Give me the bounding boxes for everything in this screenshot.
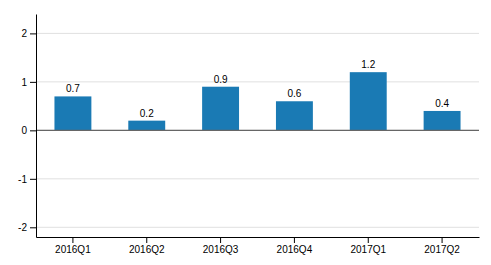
x-tick-mark <box>72 237 73 243</box>
y-tick-label: 1 <box>21 77 27 88</box>
bar <box>276 101 313 130</box>
y-tick-mark <box>30 82 36 83</box>
bar <box>424 111 461 130</box>
y-tick-label: 0 <box>21 125 27 136</box>
x-tick: 2017Q1 <box>350 237 386 255</box>
x-tick-mark <box>442 237 443 243</box>
y-tick-label: -2 <box>18 222 27 233</box>
data-label: 0.2 <box>140 108 154 119</box>
y-tick-mark <box>30 130 36 131</box>
grid-line <box>36 227 479 228</box>
x-tick-label: 2017Q2 <box>424 244 460 255</box>
x-tick: 2016Q3 <box>203 237 239 255</box>
data-label: 0.6 <box>287 88 301 99</box>
x-tick-label: 2017Q1 <box>350 244 386 255</box>
x-tick-label: 2016Q2 <box>129 244 165 255</box>
chart-container: 2016Q1 2016Q2 2016Q3 2016Q4 2017Q1 2017Q2 -2 -1… <box>0 0 491 265</box>
x-axis: 2016Q1 2016Q2 2016Q3 2016Q4 2017Q1 2017Q2 <box>37 237 480 255</box>
bars <box>54 72 460 130</box>
grid-line <box>36 130 479 131</box>
x-tick-label: 2016Q1 <box>55 244 91 255</box>
x-tick-label: 2016Q3 <box>203 244 239 255</box>
x-tick: 2017Q2 <box>424 237 460 255</box>
grid-line <box>36 178 479 179</box>
y-tick: 2 <box>21 28 36 39</box>
grid <box>36 33 479 227</box>
y-tick-mark <box>30 227 36 228</box>
grid-line <box>36 33 479 34</box>
x-tick-mark <box>294 237 295 243</box>
y-tick: -2 <box>18 222 36 233</box>
bar <box>202 87 239 131</box>
y-tick-mark <box>30 179 36 180</box>
data-label: 0.9 <box>214 74 228 85</box>
y-axis-line <box>36 15 37 238</box>
x-axis-line <box>37 237 480 238</box>
y-axis: -2 -1 0 1 2 <box>18 15 36 238</box>
data-label: 1.2 <box>361 59 375 70</box>
chart-svg: 2016Q1 2016Q2 2016Q3 2016Q4 2017Q1 2017Q2 -2 -1… <box>0 0 491 265</box>
y-tick: 0 <box>21 125 36 136</box>
bar <box>54 96 91 130</box>
y-tick: 1 <box>21 77 36 88</box>
data-label: 0.4 <box>435 98 449 109</box>
zero-line <box>36 130 479 131</box>
x-tick-label: 2016Q4 <box>277 244 313 255</box>
bar <box>350 72 387 130</box>
y-tick-mark <box>30 33 36 34</box>
x-tick: 2016Q4 <box>277 237 313 255</box>
plot: 2016Q1 2016Q2 2016Q3 2016Q4 2017Q1 2017Q2 -2 -1… <box>18 15 479 256</box>
y-tick-label: 2 <box>21 28 27 39</box>
bar <box>128 121 165 131</box>
x-tick-mark <box>368 237 369 243</box>
x-tick-mark <box>146 237 147 243</box>
data-labels: 0.7 0.2 0.9 0.6 1.2 0.4 <box>66 59 450 118</box>
y-tick: -1 <box>18 174 36 185</box>
x-tick: 2016Q1 <box>55 237 91 255</box>
y-tick-label: -1 <box>18 174 27 185</box>
data-label: 0.7 <box>66 83 80 94</box>
grid-line <box>36 81 479 82</box>
x-tick-mark <box>220 237 221 243</box>
x-tick: 2016Q2 <box>129 237 165 255</box>
